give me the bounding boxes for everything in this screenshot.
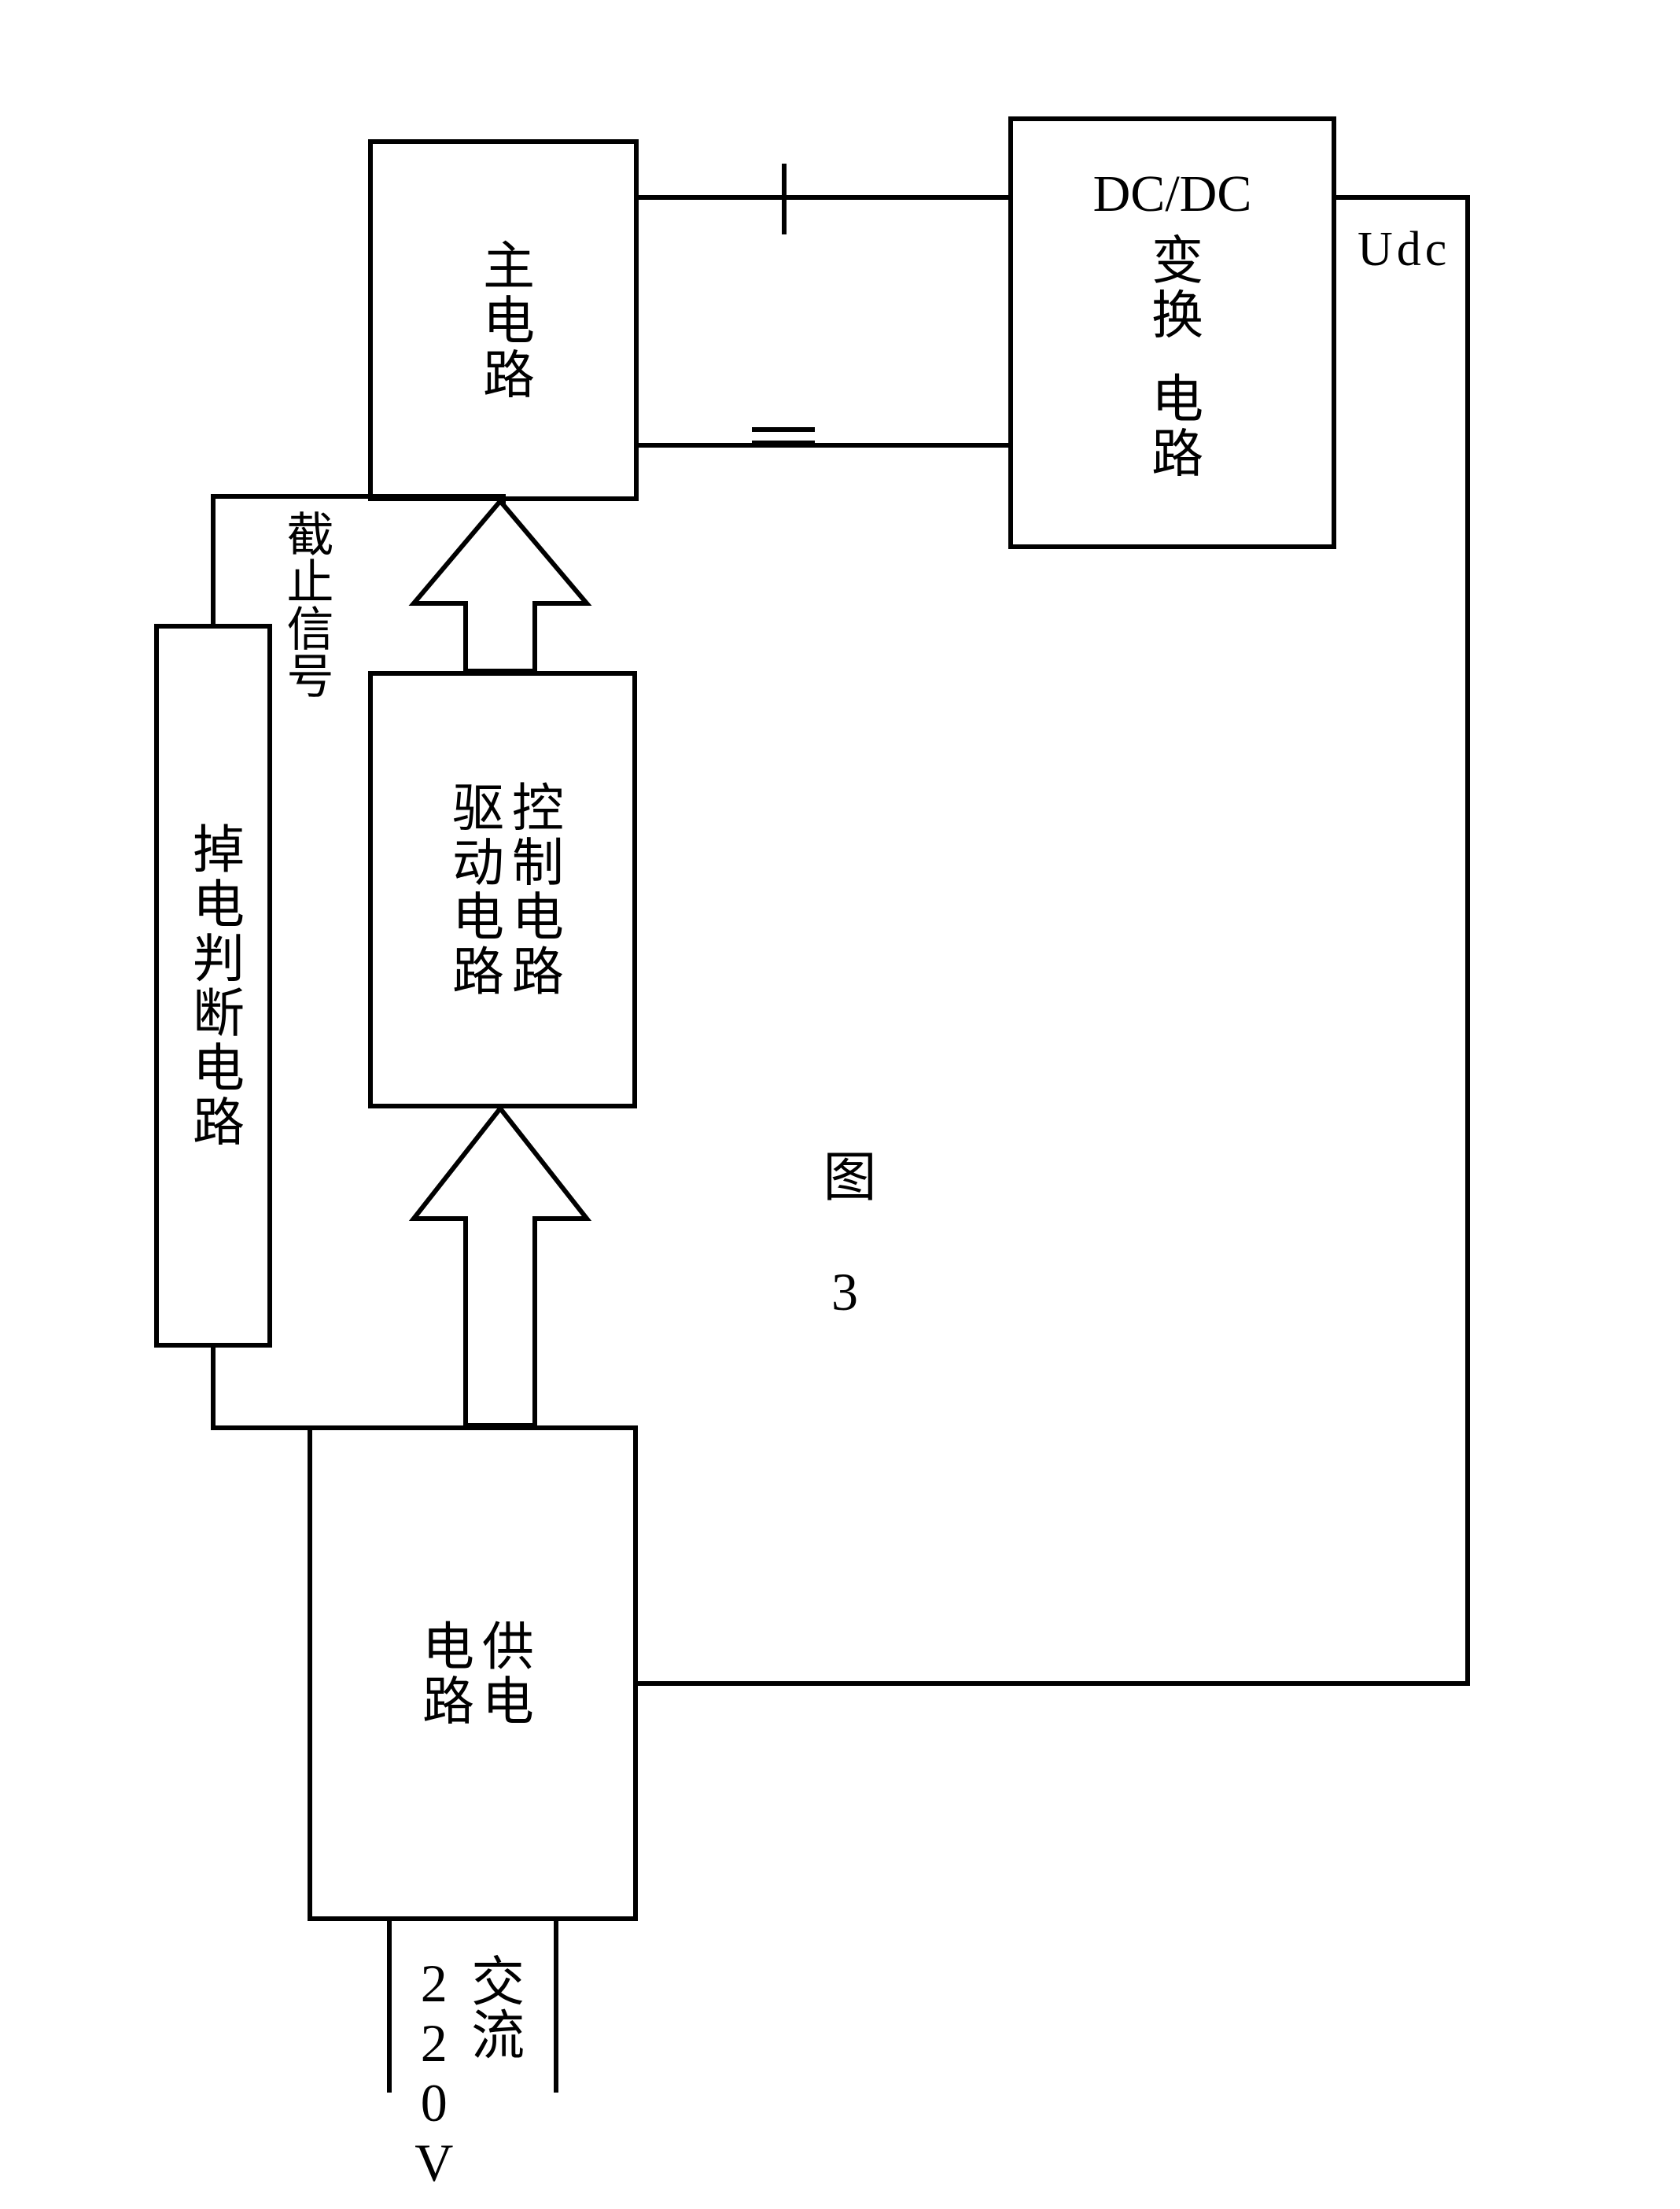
- v200-label: Udc: [1358, 223, 1450, 276]
- wire-detect-to-ctrl-v: [211, 494, 216, 624]
- wire-ps-to-detect-h: [211, 1425, 308, 1430]
- cap-plate-minus-2: [752, 427, 815, 432]
- figure-caption: 图 3: [806, 1149, 884, 1322]
- cap-plate-plus-stem: [752, 195, 815, 200]
- wire-dcdc-out-h: [1336, 195, 1470, 200]
- node-control-drive: 控制电路 驱动电路: [368, 671, 637, 1108]
- wire-input-top: [387, 1921, 392, 2093]
- input-label-text: 交流220V: [404, 1953, 523, 2192]
- bus-top: [639, 195, 1008, 200]
- figure-caption-text: 图 3: [815, 1149, 875, 1322]
- wire-input-bottom: [554, 1921, 558, 2093]
- input-label: 交流220V: [404, 1953, 522, 2192]
- block-arrow-ctrl-to-main: [406, 501, 595, 671]
- node-power-detect: 掉电判断电路: [154, 624, 272, 1348]
- block-arrow-ps-to-ctrl: [398, 1108, 602, 1425]
- bus-bottom: [639, 443, 1008, 448]
- wire-dcdc-out-h2: [638, 1681, 1470, 1686]
- wire-dcdc-out-v: [1465, 195, 1470, 1686]
- node-power-detect-label: 掉电判断电路: [183, 822, 243, 1149]
- node-power-supply: 供电 电路: [308, 1425, 638, 1921]
- wire-detect-to-ctrl-h: [211, 494, 506, 499]
- node-dcdc-label: DC/DC 变换 电路: [1093, 163, 1252, 503]
- block-diagram: 掉电判断电路 供电 电路 控制电路 驱动电路 主电路 DC/DC 变换 电路 交…: [154, 116, 1523, 2093]
- node-main-circuit-label: 主电路: [473, 238, 533, 402]
- node-control-drive-label: 控制电路 驱动电路: [443, 780, 562, 998]
- cap-plate-minus: [752, 441, 815, 445]
- node-dcdc: DC/DC 变换 电路: [1008, 116, 1336, 549]
- node-power-supply-label: 供电 电路: [413, 1619, 532, 1728]
- wire-ps-to-detect-v: [211, 1348, 216, 1430]
- stop-signal-label: 截止信号: [280, 510, 332, 699]
- node-main-circuit: 主电路: [368, 139, 639, 501]
